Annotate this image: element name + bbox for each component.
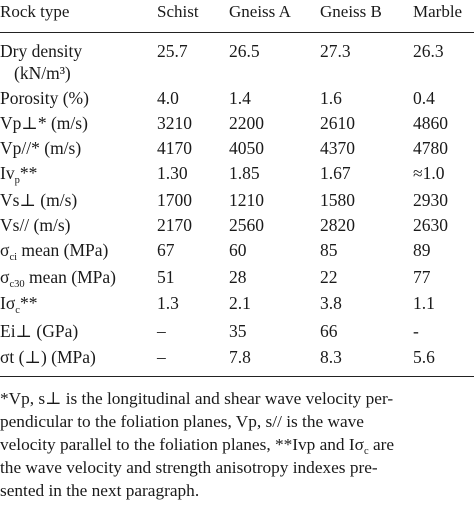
row-label: Vs⊥ (m/s) — [0, 190, 78, 210]
table-cell: 1.85 — [229, 163, 260, 183]
table-row: Dry density (kN/m³) 25.7 26.5 27.3 26.3 — [0, 40, 474, 86]
footnote-line: pendicular to the foliation planes, Vp, … — [0, 412, 364, 431]
table-cell: 2930 — [413, 190, 448, 210]
table-cell: 1.3 — [157, 293, 179, 313]
footnote-line: velocity parallel to the foliation plane… — [0, 435, 395, 457]
table-row: σt (⊥) (MPa) – 7.8 8.3 5.6 — [0, 346, 474, 376]
table-row: Vp//* (m/s) 4170 4050 4370 4780 — [0, 137, 474, 167]
table-cell: 2.1 — [229, 293, 251, 313]
table-header-row: Rock type Schist Gneiss A Gneiss B Marbl… — [0, 1, 474, 31]
bottom-rule — [0, 376, 474, 377]
table-cell: 3210 — [157, 113, 192, 133]
table-cell: 2610 — [320, 113, 355, 133]
table-cell: ≈1.0 — [413, 163, 445, 183]
table-cell: 1.6 — [320, 88, 342, 108]
table-cell: 66 — [320, 321, 338, 341]
footnote-line: *Vp, s⊥ is the longitudinal and shear wa… — [0, 389, 394, 408]
row-label: Dry density — [0, 41, 83, 61]
table-cell: 1.30 — [157, 163, 188, 183]
header-gneiss-a: Gneiss A — [229, 2, 291, 21]
table-footnote: *Vp, s⊥ is the longitudinal and shear wa… — [0, 387, 472, 502]
table-cell: 4370 — [320, 138, 355, 158]
table-cell: 67 — [157, 240, 175, 260]
table-cell: 8.3 — [320, 347, 342, 367]
table-row: Porosity (%) 4.0 1.4 1.6 0.4 — [0, 87, 474, 117]
header-marble: Marble — [413, 2, 463, 21]
row-label: σt (⊥) (MPa) — [0, 347, 96, 367]
table-cell: 51 — [157, 267, 175, 287]
header-rule — [0, 32, 474, 33]
table-cell: 1580 — [320, 190, 355, 210]
header-schist: Schist — [157, 2, 199, 21]
table-cell: 4780 — [413, 138, 448, 158]
table-cell: 27.3 — [320, 41, 351, 61]
table-cell: 4170 — [157, 138, 192, 158]
footnote-line: sented in the next paragraph. — [0, 481, 200, 500]
table-cell: – — [157, 347, 166, 367]
row-label: Vs// (m/s) — [0, 215, 71, 235]
table-cell: 0.4 — [413, 88, 435, 108]
table-row: Iσc** 1.3 2.1 3.8 1.1 — [0, 292, 474, 322]
table-cell: 1210 — [229, 190, 264, 210]
table-cell: 4050 — [229, 138, 264, 158]
table-cell: 1700 — [157, 190, 192, 210]
table-cell: 85 — [320, 240, 338, 260]
table-cell: 60 — [229, 240, 247, 260]
row-label: Ivp** — [0, 163, 38, 186]
table-cell: 89 — [413, 240, 431, 260]
table-cell: 2560 — [229, 215, 264, 235]
row-label: σc30 mean (MPa) — [0, 267, 116, 290]
table-cell: 2630 — [413, 215, 448, 235]
table-cell: 2820 — [320, 215, 355, 235]
table-cell: – — [157, 321, 166, 341]
table-row: Vs// (m/s) 2170 2560 2820 2630 — [0, 214, 474, 244]
table-cell: 26.3 — [413, 41, 444, 61]
table-row: σci mean (MPa) 67 60 85 89 — [0, 239, 474, 269]
table-cell: 4.0 — [157, 88, 179, 108]
table-row: Ivp** 1.30 1.85 1.67 ≈1.0 — [0, 162, 474, 192]
table-cell: 25.7 — [157, 41, 188, 61]
table-cell: 28 — [229, 267, 247, 287]
row-label: Vp⊥* (m/s) — [0, 113, 88, 133]
table-row: Vs⊥ (m/s) 1700 1210 1580 2930 — [0, 189, 474, 219]
row-label: Vp//* (m/s) — [0, 138, 82, 158]
table-cell: 4860 — [413, 113, 448, 133]
table-cell: - — [413, 321, 419, 341]
header-rock-type: Rock type — [0, 2, 70, 21]
table-cell: 3.8 — [320, 293, 342, 313]
table-cell: 1.4 — [229, 88, 251, 108]
table-row: Vp⊥* (m/s) 3210 2200 2610 4860 — [0, 112, 474, 142]
table-cell: 1.1 — [413, 293, 435, 313]
table-cell: 22 — [320, 267, 338, 287]
row-label: Iσc** — [0, 293, 38, 316]
table-cell: 2200 — [229, 113, 264, 133]
footnote-line: the wave velocity and strength anisotrop… — [0, 458, 378, 477]
row-label: Porosity (%) — [0, 88, 89, 108]
table-row: σc30 mean (MPa) 51 28 22 77 — [0, 266, 474, 296]
row-label: σci mean (MPa) — [0, 240, 109, 263]
row-label: Ei⊥ (GPa) — [0, 321, 79, 341]
table-cell: 26.5 — [229, 41, 260, 61]
table-cell: 5.6 — [413, 347, 435, 367]
table-cell: 1.67 — [320, 163, 351, 183]
table-cell: 77 — [413, 267, 431, 287]
header-gneiss-b: Gneiss B — [320, 2, 382, 21]
table-cell: 2170 — [157, 215, 192, 235]
table-cell: 35 — [229, 321, 247, 341]
table-row: Ei⊥ (GPa) – 35 66 - — [0, 320, 474, 350]
table-cell: 7.8 — [229, 347, 251, 367]
row-label-unit: (kN/m³) — [14, 63, 71, 83]
